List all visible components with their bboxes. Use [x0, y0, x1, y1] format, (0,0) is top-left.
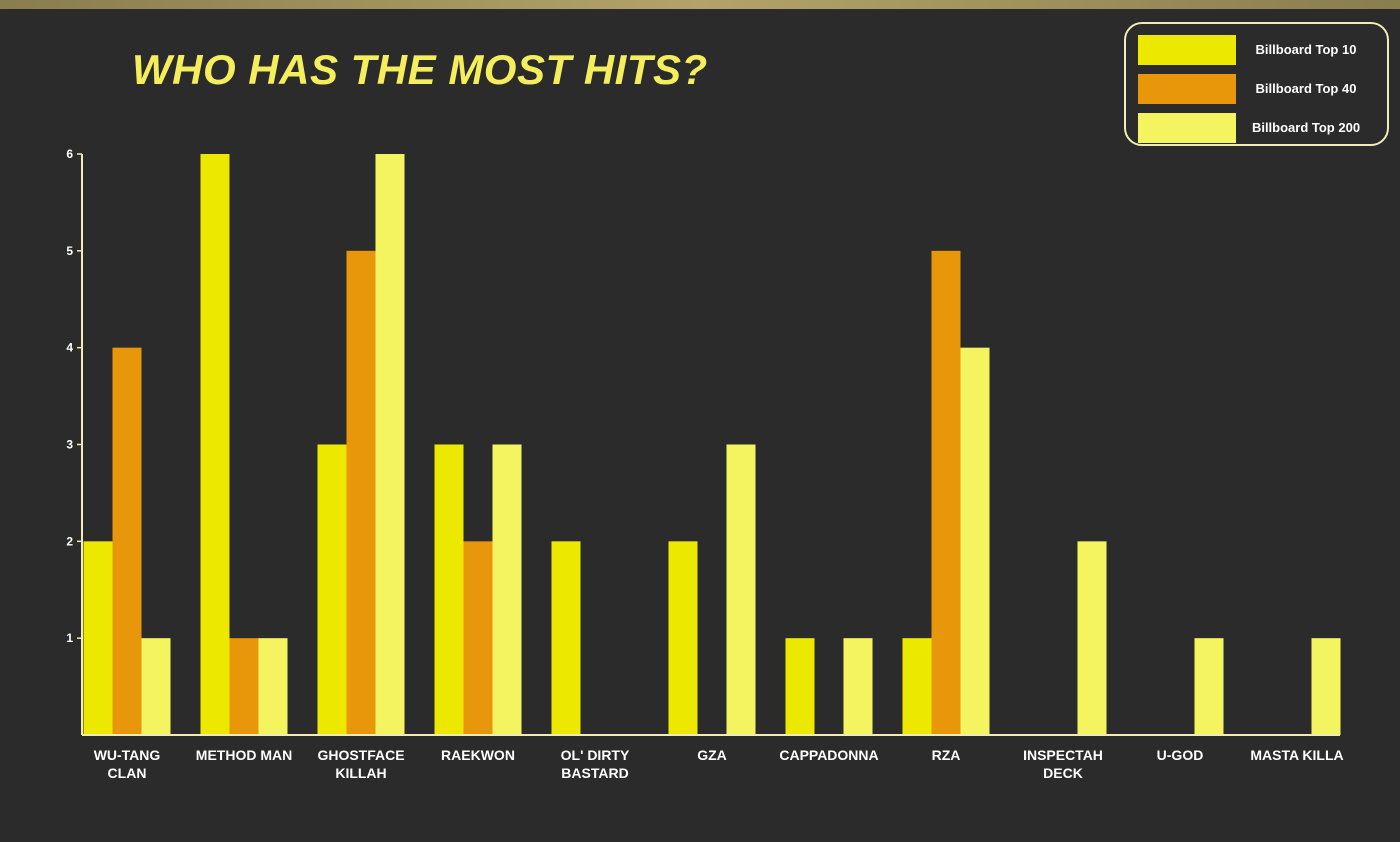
bar-top10-5: [668, 541, 698, 735]
bar-top40-3: [463, 541, 493, 735]
bar-top200-10: [1311, 638, 1341, 735]
x-category-label: BASTARD: [561, 765, 628, 781]
bar-top10-0: [83, 541, 113, 735]
y-tick-label: 6: [66, 147, 73, 161]
x-category-label: CAPPADONNA: [779, 747, 878, 763]
legend-label-top10: Billboard Top 10: [1255, 42, 1357, 57]
bar-top200-7: [960, 347, 990, 735]
legend-item-top200: Billboard Top 200: [1138, 113, 1378, 143]
legend-swatch-top40: [1138, 74, 1236, 104]
bar-top200-9: [1194, 638, 1224, 735]
bar-top200-3: [492, 444, 522, 735]
x-category-label: U-GOD: [1157, 747, 1204, 763]
bar-top10-4: [551, 541, 581, 735]
x-category-label: KILLAH: [335, 765, 386, 781]
y-tick-label: 1: [66, 631, 73, 645]
x-category-label: DECK: [1043, 765, 1083, 781]
top-decorative-strip: [0, 0, 1400, 9]
x-category-label: INSPECTAH: [1023, 747, 1103, 763]
bar-top10-3: [434, 444, 464, 735]
x-category-label: METHOD MAN: [196, 747, 292, 763]
legend: Billboard Top 10 Billboard Top 40 Billbo…: [1124, 22, 1389, 146]
bar-top10-1: [200, 154, 230, 735]
legend-item-top40: Billboard Top 40: [1138, 74, 1378, 104]
legend-label-top40: Billboard Top 40: [1255, 81, 1357, 96]
legend-swatch-top10: [1138, 35, 1236, 65]
bar-top40-0: [112, 347, 142, 735]
x-category-label: WU-TANG: [94, 747, 161, 763]
y-tick-label: 3: [66, 438, 73, 452]
x-category-label: GHOSTFACE: [317, 747, 404, 763]
legend-item-top10: Billboard Top 10: [1138, 35, 1378, 65]
bar-top200-5: [726, 444, 756, 735]
bar-top200-8: [1077, 541, 1107, 735]
y-tick-label: 5: [66, 244, 73, 258]
x-category-label: RAEKWON: [441, 747, 515, 763]
bar-top10-6: [785, 638, 815, 735]
bar-top40-2: [346, 250, 376, 736]
x-category-label: MASTA KILLA: [1250, 747, 1343, 763]
bar-top200-0: [141, 638, 171, 735]
bar-top10-7: [902, 638, 932, 735]
legend-swatch-top200: [1138, 113, 1236, 143]
y-tick-label: 2: [66, 534, 73, 548]
chart-title: WHO HAS THE MOST HITS?: [132, 46, 708, 93]
legend-label-top200: Billboard Top 200: [1251, 120, 1361, 135]
x-category-label: GZA: [697, 747, 727, 763]
bar-top10-2: [317, 444, 347, 735]
bar-top200-6: [843, 638, 873, 735]
bar-top200-2: [375, 154, 405, 735]
bar-top40-7: [931, 250, 961, 736]
x-category-label: RZA: [932, 747, 961, 763]
y-tick-label: 4: [66, 341, 73, 355]
bar-top200-1: [258, 638, 288, 735]
x-category-label: OL' DIRTY: [561, 747, 630, 763]
x-category-label: CLAN: [108, 765, 147, 781]
bar-top40-1: [229, 638, 259, 735]
